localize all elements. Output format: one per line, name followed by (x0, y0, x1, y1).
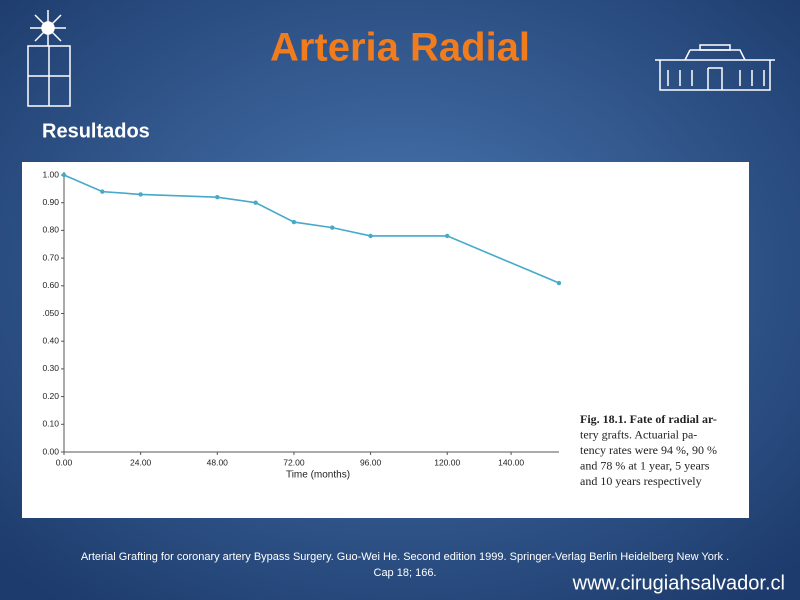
logo-left (27, 10, 71, 107)
x-tick-label: 48.00 (207, 457, 229, 467)
caption-line: tency rates were 94 %, 90 % (580, 443, 717, 457)
x-tick-label: 96.00 (360, 457, 382, 467)
caption-line: tery grafts. Actuarial pa- (580, 427, 697, 441)
subtitle: Resultados (42, 120, 150, 142)
data-point (61, 172, 67, 178)
logo-right (655, 44, 775, 91)
data-point (556, 280, 562, 286)
title: Arteria Radial (270, 26, 530, 70)
y-tick-label: 0.20 (42, 391, 59, 401)
data-point (445, 233, 450, 239)
x-tick-label: 120.00 (434, 457, 460, 467)
data-point (330, 225, 335, 230)
data-line (63, 174, 560, 284)
website: www.cirugiahsalvador.cl (572, 572, 785, 594)
data-point (368, 233, 373, 239)
data-point (253, 200, 258, 205)
y-tick-label: 0.90 (42, 197, 59, 207)
y-tick-label: 0.70 (42, 252, 59, 262)
x-tick-label: 140.00 (498, 457, 524, 467)
citation-line: Arterial Grafting for coronary artery By… (81, 551, 729, 563)
x-tick-label: 72.00 (283, 457, 305, 467)
citation-line: Cap 18; 166. (374, 567, 437, 579)
y-tick-label: 0.00 (42, 446, 59, 456)
figure-panel (22, 162, 749, 518)
x-axis-label: Time (months) (286, 470, 350, 481)
data-point (215, 194, 220, 200)
y-tick-label: 0.10 (42, 419, 59, 429)
data-point (100, 189, 105, 194)
y-tick-label: 0.30 (42, 363, 59, 373)
y-tick-label: 0.60 (42, 280, 59, 290)
caption-line: and 10 years respectively (580, 474, 702, 488)
plot: 0.00 0.10 0.20 0.30 0.40 .050 0.60 0.70 0.80 0.90… (42, 169, 717, 488)
x-tick-label: 0.00 (56, 457, 73, 467)
caption-line: and 78 % at 1 year, 5 years (580, 458, 710, 472)
caption-line: Fig. 18.1. Fate of radial ar- (580, 412, 717, 426)
x-tick-label: 24.00 (130, 457, 152, 467)
y-tick-label: .050 (42, 308, 59, 318)
y-tick-label: 1.00 (42, 169, 59, 179)
y-tick-label: 0.40 (42, 335, 59, 345)
y-tick-label: 0.80 (42, 225, 59, 235)
data-point (138, 192, 143, 197)
data-point (291, 219, 297, 225)
